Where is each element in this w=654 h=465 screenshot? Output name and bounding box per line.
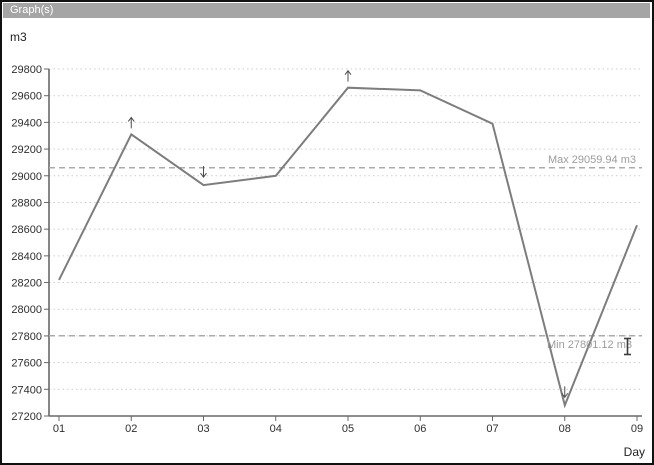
x-tick-label: 06 [414, 423, 426, 435]
series-line [58, 86, 638, 409]
y-tick-label: 28400 [11, 251, 42, 263]
y-tick-label: 29000 [11, 171, 42, 183]
y-tick-label: 28000 [11, 304, 42, 316]
x-tick-label: 08 [559, 423, 571, 435]
annotation-arrow-down [200, 166, 207, 178]
y-axis-unit-label: m3 [10, 30, 27, 44]
x-tick-label: 04 [270, 423, 282, 435]
x-tick-label: 03 [197, 423, 209, 435]
x-axis-label: Day [623, 445, 645, 459]
x-tick-label: 07 [486, 423, 498, 435]
y-tick-label: 27800 [11, 331, 42, 343]
x-tick-label: 05 [342, 423, 354, 435]
y-tick-label: 27600 [11, 358, 42, 370]
y-tick-label: 28600 [11, 224, 42, 236]
y-tick-label: 27200 [11, 411, 42, 423]
y-tick-label: 27400 [11, 384, 42, 396]
x-tick-label: 09 [631, 423, 643, 435]
y-tick-label: 29400 [11, 117, 42, 129]
min-line-label[interactable]: Min 27801.12 m3 [547, 338, 632, 351]
y-tick-label: 29800 [11, 64, 42, 76]
window-title: Graph(s) [10, 4, 54, 16]
window-titlebar: Graph(s) [3, 3, 650, 18]
y-tick-label: 28200 [11, 278, 42, 290]
y-tick-label: 29600 [11, 91, 42, 103]
annotation-arrow-down [561, 386, 569, 399]
y-tick-label: 28800 [11, 197, 42, 209]
annotation-arrow-up [344, 69, 352, 82]
x-tick-label: 02 [125, 423, 137, 435]
text-cursor-icon [624, 337, 631, 356]
y-tick-label: 29200 [11, 144, 42, 156]
annotation-arrow-up [127, 116, 135, 129]
max-line-label[interactable]: Max 29059.94 m3 [547, 153, 636, 166]
x-tick-label: 01 [53, 423, 65, 435]
